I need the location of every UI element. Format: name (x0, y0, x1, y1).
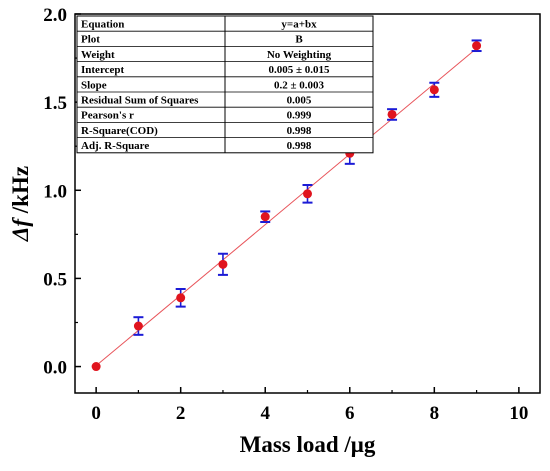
fit-table-value: 0.2 ± 0.003 (274, 79, 325, 91)
fit-table-label: Weight (81, 49, 115, 61)
fit-table-value: 0.998 (287, 125, 312, 137)
data-point (91, 362, 101, 372)
fit-table-label: Equation (81, 19, 124, 31)
fit-table-label: R-Square(COD) (81, 125, 158, 137)
data-point (472, 41, 482, 51)
tick-layer: 0 2 4 6 8 10 0.0 0.5 1.0 1.5 2.0 (43, 5, 528, 424)
fit-table-value: 0.005 ± 0.015 (268, 64, 330, 76)
fit-table-value: No Weighting (267, 49, 332, 61)
x-tick-label: 8 (430, 403, 440, 424)
fit-table-value: y=a+bx (281, 19, 317, 31)
fit-table-label: Adj. R-Square (81, 140, 149, 152)
x-axis-label: Mass load /μg (240, 432, 376, 457)
fit-table-value: B (295, 34, 303, 46)
fit-table-label: Intercept (81, 64, 125, 76)
x-tick-label: 0 (91, 403, 101, 424)
data-point (387, 109, 397, 119)
y-axis-label-symbol: Δf (8, 217, 33, 242)
fit-table-label: Pearson's r (81, 110, 134, 122)
fit-table-label: Plot (81, 34, 100, 46)
y-tick-label: 1.0 (43, 181, 67, 202)
data-point (176, 293, 186, 303)
y-tick-label: 2.0 (43, 5, 67, 26)
data-point (429, 85, 439, 95)
fit-table-value: 0.999 (287, 110, 312, 122)
fit-line (95, 47, 477, 367)
y-axis-label-unit: /kHz (8, 166, 33, 219)
x-tick-label: 2 (176, 403, 186, 424)
y-tick-label: 0.0 (43, 358, 67, 379)
fit-table-label: Slope (81, 79, 107, 91)
fit-table: Equation y=a+bx Plot B Weight No Weighting Int… (76, 15, 374, 154)
y-tick-label: 0.5 (43, 269, 67, 290)
y-tick-label: 1.5 (43, 93, 67, 114)
fit-table-value: 0.005 (287, 95, 312, 107)
data-point (218, 259, 228, 269)
x-tick-label: 6 (345, 403, 355, 424)
fit-table-value: 0.998 (287, 140, 312, 152)
y-axis-label: Δf /kHz (8, 166, 33, 242)
data-point (303, 189, 312, 199)
x-tick-label: 10 (509, 403, 528, 424)
fit-table-label: Residual Sum of Squares (81, 95, 199, 107)
data-point (133, 321, 143, 331)
fit-line-layer (95, 47, 477, 367)
data-point (260, 212, 270, 222)
x-tick-label: 4 (260, 403, 270, 424)
